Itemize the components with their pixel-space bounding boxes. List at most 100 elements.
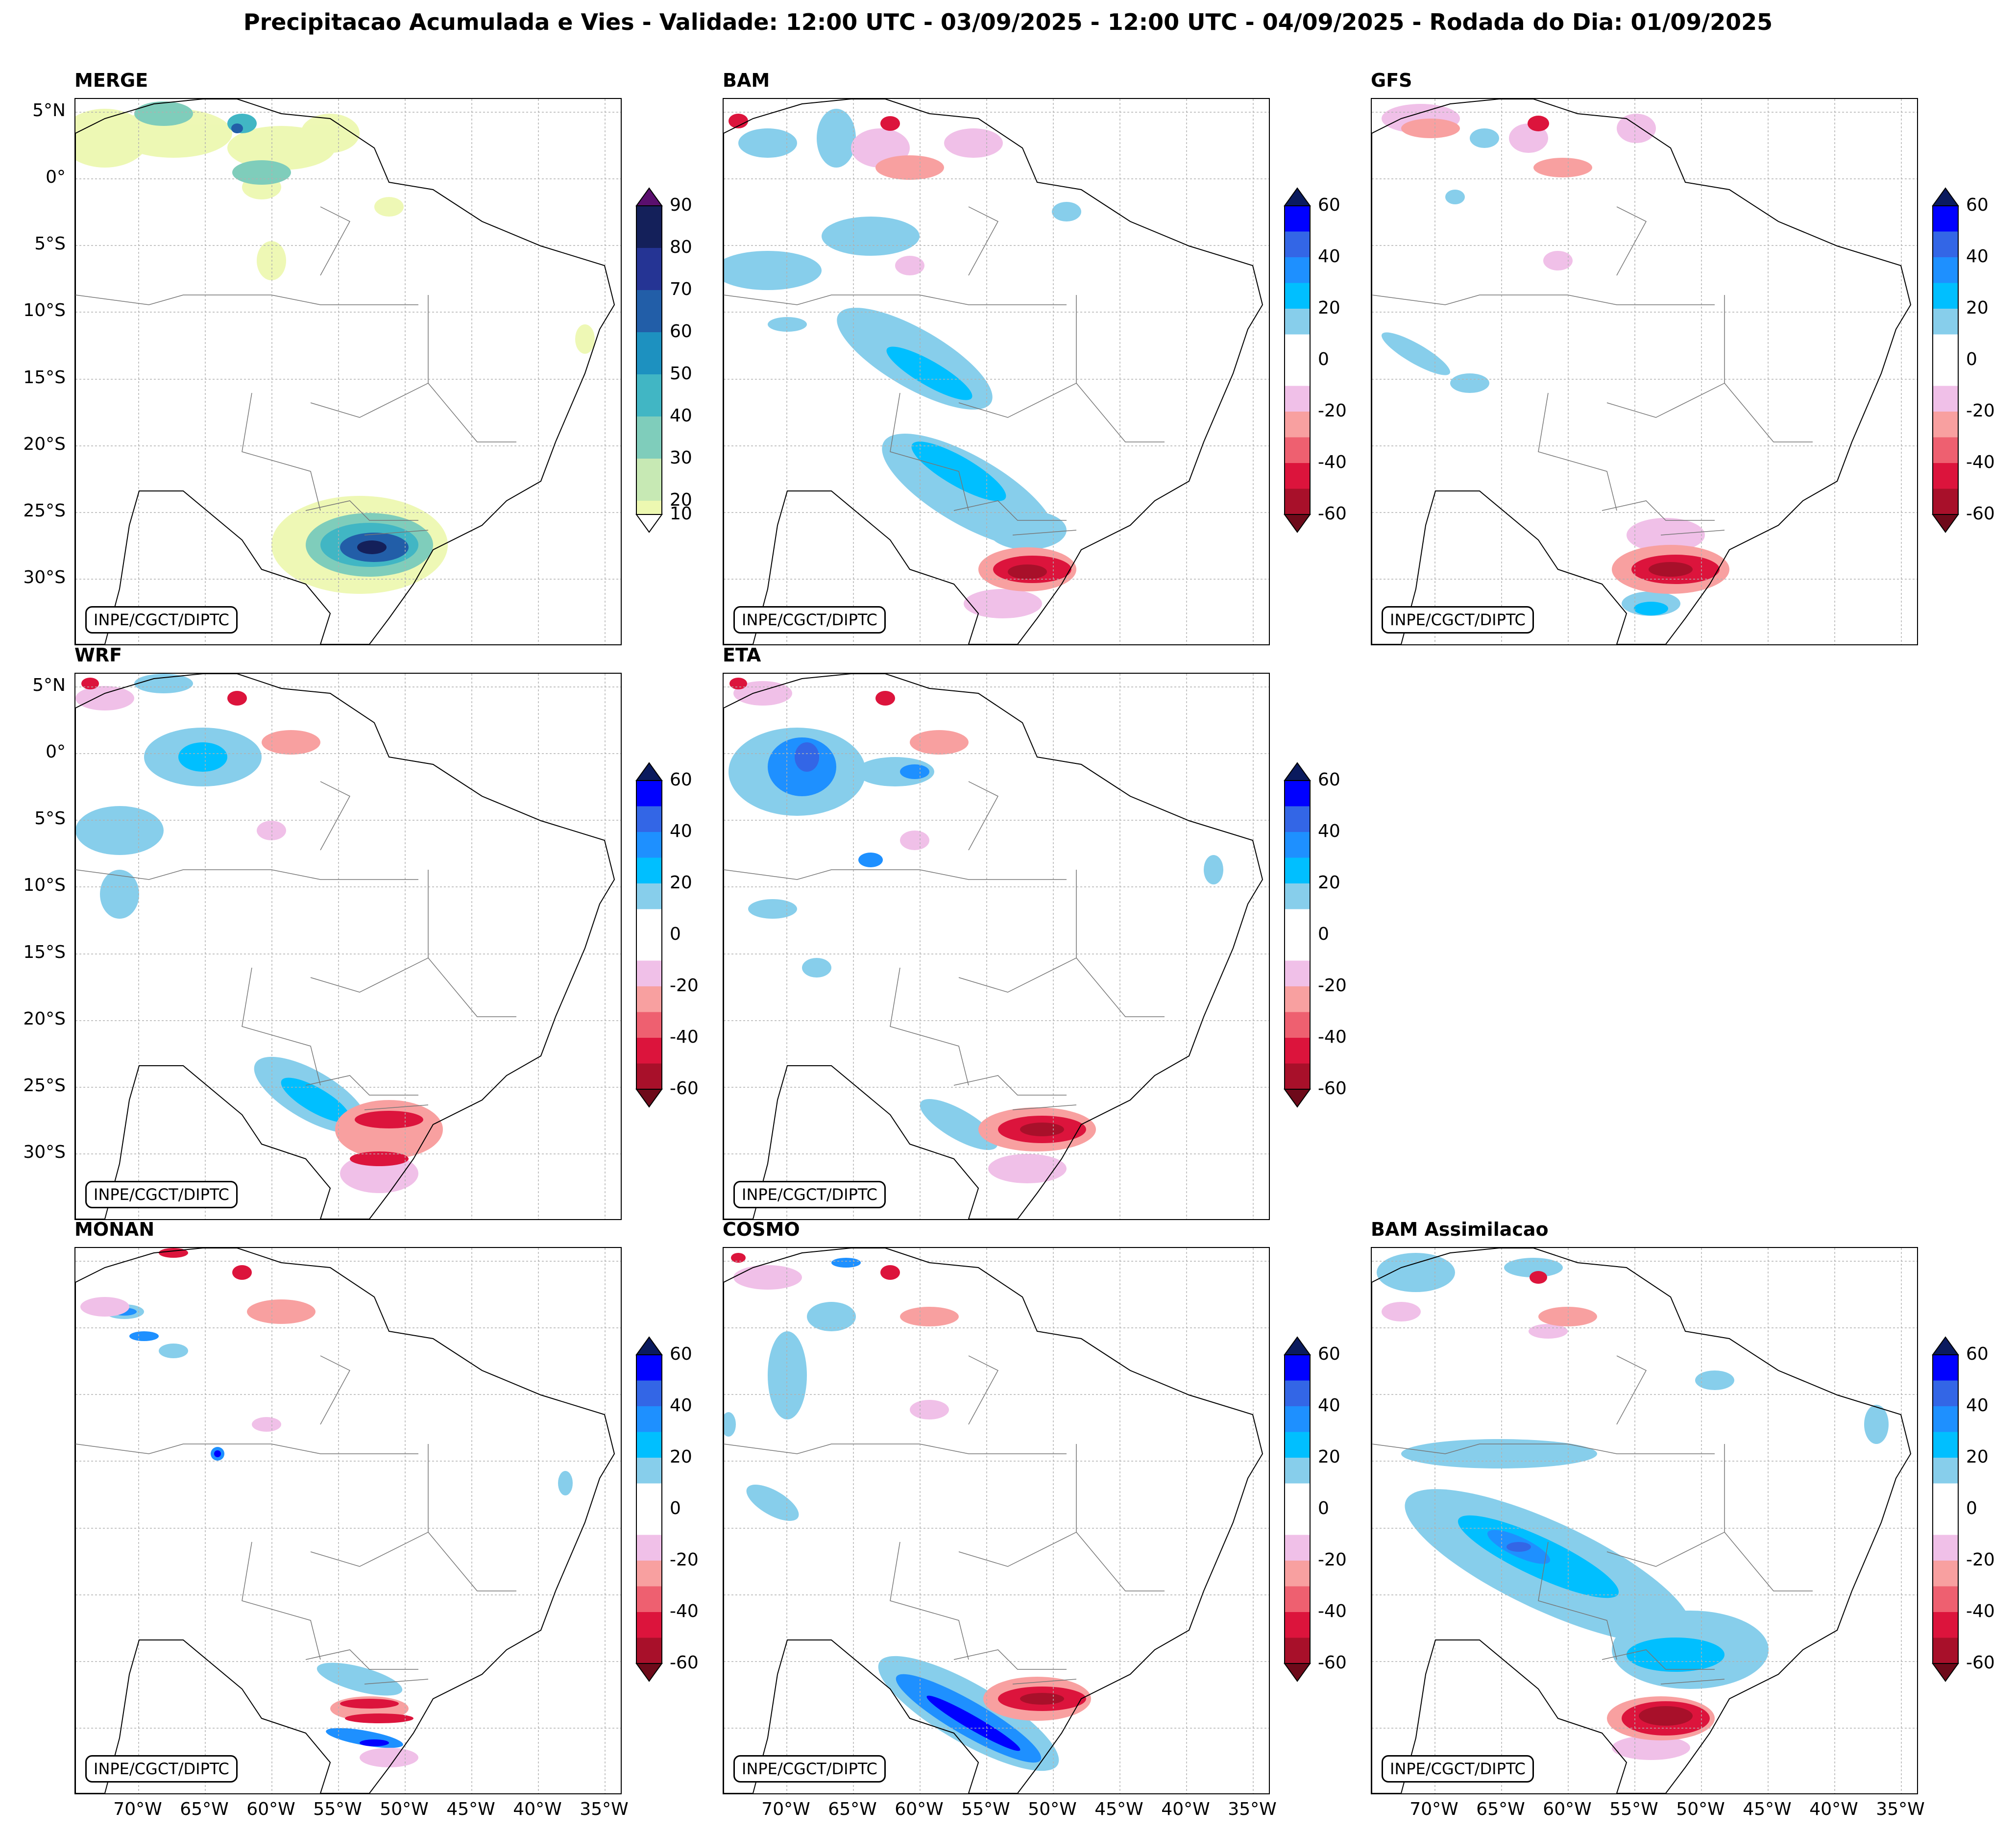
colorbar-tick: 0 — [1318, 924, 1329, 944]
colorbar-extend-min — [635, 1089, 663, 1108]
colorbar-tick: -40 — [670, 1601, 699, 1621]
colorbar-segment — [1933, 1509, 1958, 1535]
lat-label: 30°S — [23, 567, 66, 587]
colorbar-extend-max — [1932, 187, 1959, 206]
colorbar-segment — [636, 1380, 662, 1407]
colorbar-extend-min — [635, 1663, 663, 1682]
colorbar-tick: -20 — [1966, 401, 1995, 421]
credit-badge: INPE/CGCT/DIPTC — [733, 1755, 886, 1783]
colorbar-tick: 40 — [670, 821, 692, 841]
credit-badge: INPE/CGCT/DIPTC — [85, 1755, 238, 1783]
panel-title: MERGE — [74, 70, 148, 91]
coastline — [75, 99, 621, 644]
colorbar-tick: -60 — [1966, 1653, 1995, 1673]
colorbar-segment — [636, 857, 662, 884]
lon-label: 55°W — [313, 1799, 362, 1819]
panel-title: BAM Assimilacao — [1371, 1219, 1549, 1240]
panel-merge: MERGE INPE/CGCT/DIPTC — [74, 70, 622, 645]
colorbar-segment — [1285, 1038, 1310, 1064]
colorbar-tick: -20 — [1318, 401, 1347, 421]
colorbar-segment — [1285, 960, 1310, 987]
lon-label: 70°W — [113, 1799, 162, 1819]
colorbar-segment — [1285, 283, 1310, 309]
colorbar-segment — [636, 1535, 662, 1561]
colorbar-tick: 30 — [670, 448, 692, 468]
colorbar-segment — [636, 1355, 662, 1381]
colorbar-segment — [1933, 360, 1958, 386]
lat-label: 15°S — [23, 367, 66, 388]
lon-label: 65°W — [828, 1799, 877, 1819]
colorbar-segment — [1285, 437, 1310, 464]
colorbar-segment — [1933, 334, 1958, 361]
lat-label: 5°S — [34, 234, 66, 254]
colorbar-tick: 0 — [1318, 1498, 1329, 1518]
lon-label: 45°W — [1743, 1799, 1792, 1819]
colorbar-bias: 60 40 20 0 -20 -40 -60 — [1283, 761, 1381, 1114]
panel-title: BAM — [723, 70, 770, 91]
colorbar-extend-min — [1284, 1663, 1311, 1682]
colorbar-tick: -40 — [1318, 1601, 1347, 1621]
map-area: INPE/CGCT/DIPTC — [723, 98, 1270, 645]
colorbar-segment — [636, 1638, 662, 1664]
colorbar-segment — [1933, 437, 1958, 464]
credit-badge: INPE/CGCT/DIPTC — [85, 606, 238, 634]
colorbar-segment — [1285, 1483, 1310, 1510]
colorbar-segment — [1285, 883, 1310, 909]
credit-badge: INPE/CGCT/DIPTC — [733, 606, 886, 634]
lat-label: 5°N — [32, 675, 66, 695]
colorbar-segment — [1285, 1638, 1310, 1664]
lat-label: 10°S — [23, 875, 66, 895]
colorbar-tick: 60 — [670, 770, 692, 790]
lon-label: 55°W — [1609, 1799, 1658, 1819]
panel-title: MONAN — [74, 1219, 155, 1240]
colorbar-segment — [636, 1038, 662, 1064]
colorbar-segment — [636, 1406, 662, 1432]
colorbar-segment — [1933, 463, 1958, 489]
colorbar-bias: 60 40 20 0 -20 -40 -60 — [1931, 186, 2016, 539]
lon-label: 45°W — [446, 1799, 495, 1819]
colorbar-segment — [1285, 257, 1310, 283]
colorbar-segment — [1285, 1380, 1310, 1407]
colorbar-segment — [1285, 1406, 1310, 1432]
lat-label: 25°S — [23, 1076, 66, 1096]
colorbar-segment — [1285, 781, 1310, 807]
colorbar-tick: 0 — [1966, 349, 1977, 369]
lon-label: 35°W — [580, 1799, 629, 1819]
colorbar-segment — [1285, 412, 1310, 438]
colorbar-tick: 50 — [670, 364, 692, 384]
colorbar-segment — [1285, 1432, 1310, 1458]
coastline — [1372, 99, 1917, 644]
colorbar-segment — [1285, 909, 1310, 935]
colorbar-tick: 80 — [670, 237, 692, 257]
colorbar-segment — [636, 1561, 662, 1587]
lat-label: 10°S — [23, 300, 66, 320]
colorbar-segment — [1285, 1355, 1310, 1381]
colorbar-segment — [1285, 489, 1310, 515]
colorbar-segment — [1933, 283, 1958, 309]
colorbar-segment — [1285, 231, 1310, 258]
colorbar-segment — [636, 909, 662, 935]
colorbar-tick: 60 — [670, 321, 692, 342]
colorbar-tick: 20 — [1966, 1447, 1989, 1467]
colorbar-segment — [636, 1586, 662, 1613]
colorbar-tick: 40 — [670, 406, 692, 426]
colorbar-segment — [1285, 1012, 1310, 1038]
colorbar-tick: 40 — [1318, 821, 1340, 841]
colorbar-extend-min — [1932, 1663, 1959, 1682]
colorbar-bias-scale — [635, 1336, 663, 1682]
panel-title: COSMO — [723, 1219, 800, 1240]
colorbar-segment — [636, 1063, 662, 1090]
colorbar-bias: 60 40 20 0 -20 -40 -60 — [1931, 1335, 2016, 1688]
colorbar-tick: 0 — [1966, 1498, 1977, 1518]
lon-label: 45°W — [1094, 1799, 1143, 1819]
colorbar-tick: -60 — [670, 1078, 699, 1099]
colorbar-segment — [636, 781, 662, 807]
lon-label: 70°W — [761, 1799, 810, 1819]
colorbar-tick: 60 — [670, 1344, 692, 1364]
lat-label: 25°S — [23, 501, 66, 521]
lon-label: 65°W — [180, 1799, 229, 1819]
colorbar-segment — [636, 960, 662, 987]
colorbar-segment — [636, 883, 662, 909]
coastline — [75, 674, 621, 1219]
colorbar-extend-min — [1284, 514, 1311, 533]
